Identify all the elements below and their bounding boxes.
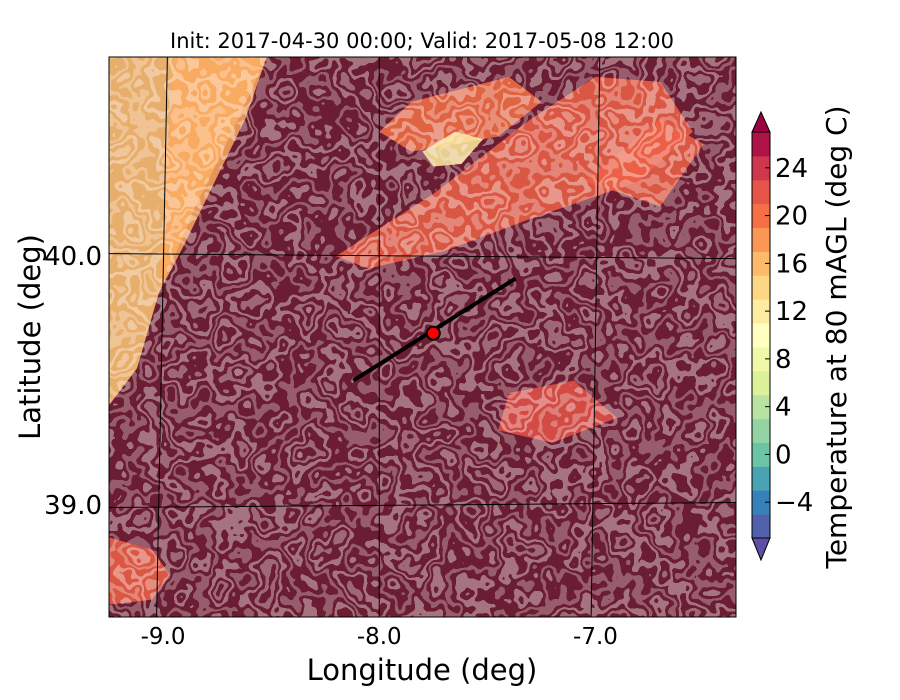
colorbar-band — [752, 490, 770, 515]
colorbar: −4 0 4 8 12 16 20 24 Temperature at 80 mAGL (de… — [751, 105, 853, 570]
x-axis-label: Longitude (deg) — [307, 653, 538, 687]
meridian-line — [156, 57, 168, 617]
colorbar-extend-max — [751, 110, 771, 133]
colorbar-tick-label: 24 — [775, 154, 808, 184]
plot-frame — [108, 56, 737, 618]
colorbar-band — [752, 370, 770, 396]
colorbar-band — [752, 346, 770, 372]
colorbar-bands — [751, 110, 771, 562]
parallel-line — [109, 253, 736, 260]
colorbar-band — [752, 442, 770, 467]
x-axis-ticks: -9.0 -8.0 -7.0 — [141, 624, 618, 650]
x-tick-label: -7.0 — [573, 624, 618, 650]
colorbar-tick-label: 4 — [775, 393, 792, 423]
meridian-line — [590, 57, 601, 617]
colorbar-tick-label: 16 — [775, 249, 808, 279]
plot-area — [109, 57, 736, 617]
colorbar-extend-min — [751, 537, 771, 562]
colorbar-ticks: −4 0 4 8 12 16 20 24 — [765, 154, 813, 518]
colorbar-tick-label: 0 — [775, 440, 792, 470]
colorbar-band — [752, 394, 770, 420]
y-axis-ticks: 39.0 40.0 — [44, 242, 102, 521]
x-tick-label: -8.0 — [357, 624, 402, 650]
colorbar-tick-label: 12 — [775, 297, 808, 327]
colorbar-tick-label: 20 — [775, 202, 808, 232]
x-tick-label: -9.0 — [141, 624, 186, 650]
colorbar-band — [752, 514, 770, 539]
colorbar-band — [752, 418, 770, 443]
colorbar-band — [752, 132, 770, 157]
colorbar-band — [752, 227, 770, 252]
cross-section-marker — [425, 325, 441, 341]
colorbar-band — [752, 155, 770, 181]
colorbar-band — [752, 275, 770, 300]
colorbar-band — [752, 203, 770, 229]
y-tick-label: 39.0 — [44, 491, 102, 521]
colorbar-band — [752, 299, 770, 324]
lat-lon-grid — [109, 57, 736, 617]
colorbar-label: Temperature at 80 mAGL (deg C) — [820, 105, 853, 569]
colorbar-band — [752, 179, 770, 205]
colorbar-band — [752, 323, 770, 348]
y-tick-label: 40.0 — [44, 242, 102, 272]
chart-title: Init: 2017-04-30 00:00; Valid: 2017-05-0… — [170, 29, 674, 53]
colorbar-tick-label: 8 — [775, 345, 792, 375]
y-axis-label: Latitude (deg) — [13, 234, 47, 440]
colorbar-band — [752, 251, 770, 276]
colorbar-frame — [751, 131, 771, 539]
colorbar-band — [752, 466, 770, 491]
colorbar-tick-label: −4 — [775, 488, 813, 518]
parallel-line — [109, 502, 736, 508]
